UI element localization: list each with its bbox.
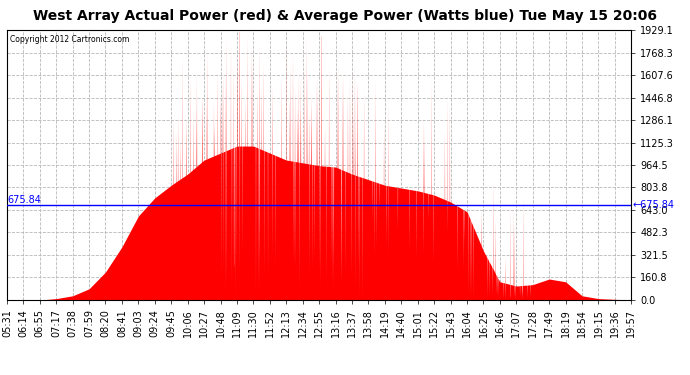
Text: 675.84: 675.84 [7, 195, 41, 206]
Text: Copyright 2012 Cartronics.com: Copyright 2012 Cartronics.com [10, 35, 130, 44]
Text: West Array Actual Power (red) & Average Power (Watts blue) Tue May 15 20:06: West Array Actual Power (red) & Average … [33, 9, 657, 23]
Text: ←675.84: ←675.84 [632, 200, 674, 210]
